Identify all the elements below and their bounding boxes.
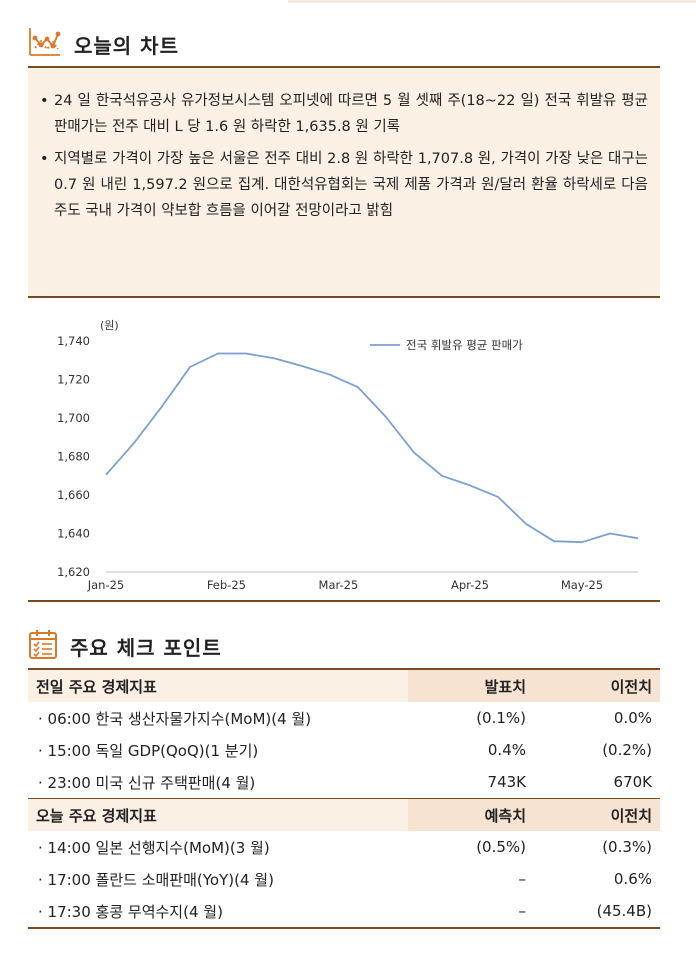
indicator-label: · 17:30 홍콩 무역수지(4 월)	[38, 902, 223, 921]
bullet-mark: •	[40, 93, 49, 109]
y-unit-label: (원)	[100, 319, 119, 332]
section-title-checkpoints: 주요 체크 포인트	[70, 635, 222, 660]
table-header-previous: 이전치	[534, 669, 660, 702]
forecast-value: –	[518, 870, 527, 888]
section-header-checkpoints: 주요 체크 포인트	[28, 628, 222, 664]
previous-value: (45.4B)	[596, 902, 652, 920]
table-row: · 17:00 폴란드 소매판매(YoY)(4 월) – 0.6%	[28, 863, 660, 895]
table-row: · 17:30 홍콩 무역수지(4 월) – (45.4B)	[28, 895, 660, 928]
y-tick-label: 1,700	[57, 411, 90, 425]
table-header-actual: 발표치	[408, 669, 534, 702]
legend-label: 전국 휘발유 평균 판매가	[406, 338, 523, 352]
table-header-indicator: 전일 주요 경제지표	[28, 669, 408, 702]
chart-container: (원) 1,740 1,720 1,700 1,680 1,660 1,640 1,620 Ja…	[28, 300, 660, 602]
table-row: · 23:00 미국 신규 주택판매(4 월) 743K 670K	[28, 766, 660, 799]
checklist-calendar-icon	[28, 628, 58, 664]
actual-value: (0.1%)	[476, 709, 526, 727]
previous-value: 0.6%	[613, 870, 652, 888]
table-header-indicator: 오늘 주요 경제지표	[28, 798, 408, 831]
table-header-previous: 이전치	[534, 798, 660, 831]
indicator-label: · 23:00 미국 신규 주택판매(4 월)	[38, 773, 256, 792]
y-tick-label: 1,740	[57, 334, 90, 348]
forecast-value: (0.5%)	[476, 838, 526, 856]
previous-value: 0.0%	[613, 709, 652, 727]
y-tick-label: 1,680	[57, 450, 90, 464]
y-tick-label: 1,640	[57, 527, 90, 541]
table-header-forecast: 예측치	[408, 798, 534, 831]
indicator-label: · 14:00 일본 선행지수(MoM)(3 월)	[38, 838, 270, 857]
y-tick-label: 1,660	[57, 488, 90, 502]
table-header-row: 오늘 주요 경제지표 예측치 이전치	[28, 798, 660, 831]
bullet-mark: •	[40, 151, 49, 167]
table-row: · 14:00 일본 선행지수(MoM)(3 월) (0.5%) (0.3%)	[28, 831, 660, 863]
summary-bullet-text: 지역별로 가격이 가장 높은 서울은 전주 대비 2.8 원 하락한 1,707…	[54, 151, 648, 219]
indicator-label: · 15:00 독일 GDP(QoQ)(1 분기)	[38, 741, 259, 760]
indicator-label: · 17:00 폴란드 소매판매(YoY)(4 월)	[38, 870, 274, 889]
table-header-row: 전일 주요 경제지표 발표치 이전치	[28, 669, 660, 702]
gasoline-price-line-chart: (원) 1,740 1,720 1,700 1,680 1,660 1,640 1,620Ja…	[57, 319, 639, 592]
x-tick-label: Jan-25	[87, 578, 125, 592]
y-tick-label: 1,720	[57, 373, 90, 387]
actual-value: 743K	[487, 773, 526, 791]
previous-value: 670K	[613, 773, 652, 791]
indicator-label: · 06:00 한국 생산자물가지수(MoM)(4 월)	[38, 709, 312, 728]
x-tick-label: May-25	[561, 578, 603, 592]
summary-bullet: • 지역별로 가격이 가장 높은 서울은 전주 대비 2.8 원 하락한 1,7…	[40, 146, 648, 224]
summary-box: • 24 일 한국석유공사 유가정보시스템 오피넷에 따르면 5 월 셋째 주(…	[28, 66, 660, 298]
previous-value: (0.3%)	[602, 838, 652, 856]
previous-value: (0.2%)	[602, 741, 652, 759]
actual-value: 0.4%	[487, 741, 526, 759]
y-tick-label: 1,620	[57, 565, 90, 579]
table-row: · 15:00 독일 GDP(QoQ)(1 분기) 0.4% (0.2%)	[28, 734, 660, 766]
section-title-chart: 오늘의 차트	[74, 33, 179, 58]
summary-bullet-text: 24 일 한국석유공사 유가정보시스템 오피넷에 따르면 5 월 셋째 주(18…	[54, 93, 648, 135]
summary-bullet: • 24 일 한국석유공사 유가정보시스템 오피넷에 따르면 5 월 셋째 주(…	[40, 88, 648, 140]
x-tick-label: Mar-25	[319, 578, 359, 592]
chart-line-icon	[28, 26, 62, 62]
table-row: · 06:00 한국 생산자물가지수(MoM)(4 월) (0.1%) 0.0%	[28, 702, 660, 734]
x-tick-label: Feb-25	[207, 578, 246, 592]
x-tick-label: Apr-25	[451, 578, 489, 592]
previous-day-indicators-table: 전일 주요 경제지표 발표치 이전치 · 06:00 한국 생산자물가지수(Mo…	[28, 668, 660, 929]
forecast-value: –	[518, 902, 527, 920]
top-accent-bar	[288, 0, 696, 3]
section-header-chart: 오늘의 차트	[28, 26, 179, 62]
series-line-gasoline	[105, 352, 639, 544]
